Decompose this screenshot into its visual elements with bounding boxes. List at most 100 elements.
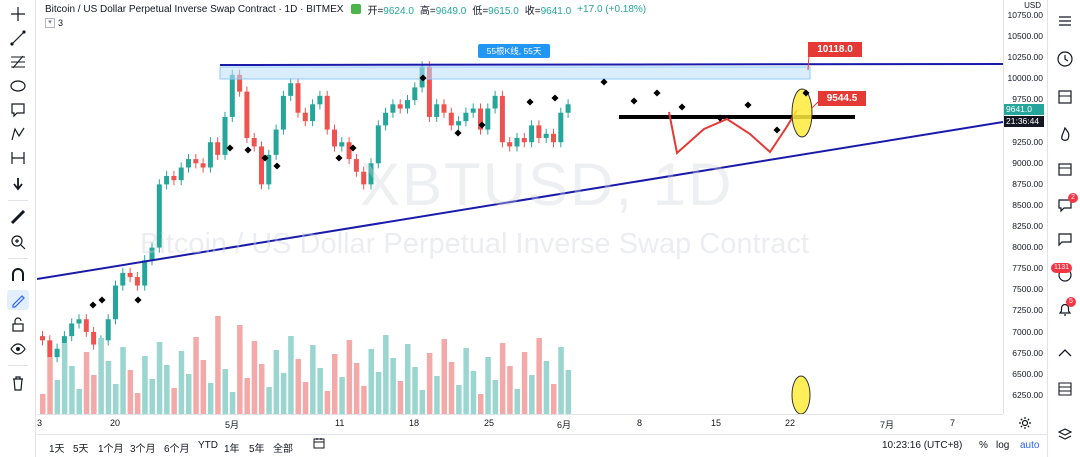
crosshair-icon[interactable] — [7, 4, 29, 24]
period-5y[interactable]: 5年 — [249, 444, 265, 455]
log-toggle[interactable]: log — [996, 440, 1010, 451]
watermark-name: Bitcoin / US Dollar Perpetual Inverse Sw… — [140, 228, 809, 260]
measure-icon[interactable] — [7, 148, 29, 168]
trash-icon[interactable] — [7, 373, 29, 393]
settings-gear-icon[interactable] — [1018, 416, 1032, 430]
callout-high[interactable]: 10118.0 — [808, 42, 862, 57]
price-axis[interactable]: USD 10750.00 10500.00 10250.00 10000.00 9750… — [1003, 0, 1047, 414]
clock[interactable]: 10:23:16 (UTC+8) — [882, 440, 963, 451]
chevron-down-icon[interactable]: ▾ — [45, 18, 55, 28]
volume-bar — [273, 350, 280, 414]
trendline-icon[interactable] — [7, 28, 29, 48]
period-all[interactable]: 全部 — [273, 444, 293, 455]
price-chart[interactable] — [37, 0, 1003, 414]
candle-body — [332, 129, 337, 147]
auto-toggle[interactable]: auto — [1020, 440, 1040, 451]
data-window-icon[interactable] — [1056, 88, 1074, 106]
eye-icon[interactable] — [7, 339, 29, 359]
period-3m[interactable]: 3个月 — [130, 444, 156, 455]
date-range-icon[interactable] — [313, 437, 325, 452]
chat-icon[interactable] — [1056, 230, 1074, 248]
period-1y[interactable]: 1年 — [224, 444, 240, 455]
lock-icon[interactable] — [7, 315, 29, 335]
volume-bar — [405, 344, 411, 414]
volume-bar — [383, 335, 389, 414]
magnet-icon[interactable] — [7, 265, 29, 285]
signal-marker — [89, 301, 97, 309]
candle-body — [47, 340, 53, 358]
volume-bar — [47, 357, 53, 414]
candle-body — [127, 272, 133, 278]
volume-bar — [105, 361, 112, 414]
countdown-tag: 21:36:44 — [1004, 116, 1044, 127]
candle-body — [470, 108, 476, 113]
time-label: 18 — [409, 418, 420, 428]
price-tick: 8000.00 — [1012, 242, 1043, 253]
note-icon[interactable] — [7, 100, 29, 120]
volume-bar — [127, 370, 134, 414]
symbol-legend: Bitcoin / US Dollar Perpetual Inverse Sw… — [45, 2, 652, 17]
low-value: 低=9615.0 — [472, 5, 519, 17]
range-label[interactable]: 55根K线, 55天 — [478, 44, 550, 58]
fib-icon[interactable] — [7, 52, 29, 72]
period-6m[interactable]: 6个月 — [164, 444, 190, 455]
arrow-down-icon[interactable] — [7, 174, 29, 194]
indicator-collapse[interactable]: ▾ 3 — [45, 18, 63, 28]
visibility-icon[interactable] — [351, 4, 362, 14]
volume-bar — [149, 379, 155, 414]
period-1d[interactable]: 1天 — [49, 444, 65, 455]
volume-bar — [412, 367, 418, 414]
candle-body — [302, 112, 308, 122]
time-axis[interactable]: 3 20 5月 11 18 25 6月 8 15 22 7月 7 — [37, 414, 1003, 434]
candle-body — [259, 146, 264, 185]
volume-bar — [280, 373, 287, 414]
signal-marker — [454, 129, 462, 137]
hotlist-icon[interactable] — [1056, 126, 1074, 144]
price-tick: 9250.00 — [1012, 136, 1043, 147]
period-ytd[interactable]: YTD — [198, 440, 218, 451]
volume-bar — [499, 343, 506, 414]
volume-bar — [83, 352, 90, 414]
notifications-bell-icon[interactable] — [1056, 300, 1074, 318]
volume-bar — [164, 365, 170, 414]
candle-body — [273, 129, 279, 155]
signal-marker — [744, 101, 752, 109]
period-5d[interactable]: 5天 — [73, 444, 89, 455]
volume-bar — [215, 316, 221, 414]
dom-icon[interactable] — [1056, 380, 1074, 398]
period-1m[interactable]: 1个月 — [98, 444, 124, 455]
calendar-icon[interactable] — [1056, 160, 1074, 178]
pattern-icon[interactable] — [7, 124, 29, 144]
layers-icon[interactable] — [1056, 426, 1074, 444]
percent-toggle[interactable]: % — [979, 440, 988, 451]
volume-bar — [536, 338, 542, 414]
volume-bar — [120, 347, 126, 414]
callout-current[interactable]: 9544.5 — [818, 91, 866, 106]
pattern-path — [668, 109, 798, 155]
symbol-title[interactable]: Bitcoin / US Dollar Perpetual Inverse Sw… — [45, 3, 344, 15]
volume-bar — [346, 340, 353, 414]
candle-body — [237, 74, 243, 92]
volume-bar — [419, 390, 426, 414]
watchlist-icon[interactable] — [1056, 12, 1074, 30]
signal-marker — [551, 94, 559, 102]
price-tick: 10500.00 — [1007, 31, 1043, 42]
candle-body — [521, 138, 527, 143]
chart-pane[interactable] — [37, 0, 1003, 414]
ellipse-icon[interactable] — [7, 76, 29, 96]
pen-icon[interactable] — [7, 290, 29, 310]
high-value: 高=9649.0 — [419, 5, 467, 17]
volume-bar — [485, 357, 491, 414]
volume-bar — [178, 351, 185, 414]
ruler-icon[interactable] — [7, 207, 29, 227]
candle-body — [536, 125, 542, 139]
signal-marker — [226, 144, 234, 152]
candle-body — [492, 95, 498, 109]
candle-body — [142, 260, 148, 286]
order-panel-icon[interactable] — [1056, 344, 1074, 362]
zoom-in-icon[interactable] — [7, 232, 29, 252]
volume-bar — [186, 374, 192, 414]
volume-bar — [558, 347, 564, 414]
alert-clock-icon[interactable] — [1056, 50, 1074, 68]
highlight-ellipse — [791, 375, 811, 414]
